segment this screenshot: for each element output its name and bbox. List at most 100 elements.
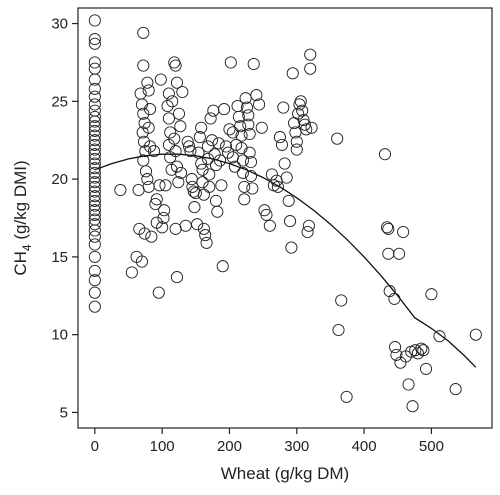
data-point (212, 137, 225, 150)
y-tick-label: 10 (51, 327, 68, 344)
data-point (153, 179, 166, 192)
fit-curve-layer (94, 153, 477, 368)
data-point (242, 109, 255, 122)
data-point (137, 59, 150, 72)
plot-frame (77, 7, 493, 429)
data-point (88, 37, 101, 50)
data-point (162, 112, 175, 125)
data-point (242, 118, 255, 131)
data-point (216, 260, 229, 273)
data-point (148, 145, 161, 158)
data-point (88, 138, 101, 151)
y-axis-title-subscript: 4 (20, 244, 34, 251)
data-point (238, 193, 251, 206)
data-point (201, 140, 214, 153)
data-point (417, 344, 430, 357)
data-point (145, 230, 158, 243)
data-point (169, 59, 182, 72)
data-point (260, 208, 273, 221)
data-point (246, 182, 259, 195)
data-point (224, 56, 237, 69)
data-point (297, 113, 310, 127)
data-point (179, 219, 192, 232)
data-point (215, 179, 228, 192)
data-point (114, 183, 127, 197)
data-point (238, 180, 251, 193)
data-point (250, 89, 263, 102)
data-point (88, 152, 101, 165)
data-points-layer (88, 14, 482, 413)
data-point (137, 107, 150, 120)
data-point (88, 148, 101, 161)
data-point (88, 110, 101, 123)
data-point (88, 124, 101, 137)
data-point (331, 132, 344, 145)
data-point (283, 215, 297, 228)
data-point (88, 250, 101, 263)
data-point (88, 208, 101, 221)
data-point (203, 168, 216, 181)
data-point (280, 171, 293, 184)
data-point (154, 73, 167, 86)
data-point (282, 194, 295, 207)
data-point (88, 204, 101, 217)
y-tick-label: 30 (51, 16, 68, 33)
data-point (170, 76, 184, 89)
data-point (228, 160, 241, 173)
data-point (139, 145, 152, 158)
data-point (88, 300, 101, 313)
data-point (143, 140, 157, 153)
data-point (88, 56, 101, 69)
data-point (222, 146, 235, 159)
data-point (207, 104, 220, 117)
data-point (197, 222, 210, 235)
data-point (378, 148, 392, 161)
data-point (296, 104, 309, 117)
data-point (406, 400, 419, 413)
data-point (277, 101, 290, 114)
data-point (301, 225, 314, 239)
data-point (397, 225, 410, 239)
data-point (88, 115, 101, 128)
data-point (213, 154, 227, 167)
x-axis-ticks: 0 100 200 300 400 500 (91, 428, 444, 455)
data-point (136, 126, 149, 139)
data-point (285, 241, 298, 254)
data-point (132, 183, 145, 197)
fit-curve (94, 153, 477, 368)
data-point (209, 159, 223, 172)
y-axis-title-rest: (g/kg DMI) (11, 160, 30, 244)
data-point (88, 238, 101, 251)
data-point (88, 134, 101, 147)
data-point (88, 33, 101, 46)
data-point (142, 121, 155, 134)
data-point (176, 85, 189, 99)
data-point (170, 271, 184, 284)
data-point (390, 348, 403, 361)
data-point (88, 157, 101, 170)
data-point (302, 219, 315, 232)
data-point (172, 176, 185, 189)
data-point (298, 118, 311, 131)
data-point (218, 103, 231, 116)
data-point (271, 180, 284, 193)
data-point (174, 120, 187, 133)
data-point (88, 274, 101, 287)
data-point (247, 57, 260, 71)
data-point (263, 219, 276, 232)
data-point (183, 140, 196, 153)
data-point (211, 205, 224, 218)
data-point (380, 221, 394, 234)
data-point (235, 129, 248, 142)
data-point (88, 62, 101, 75)
data-point (388, 292, 401, 305)
data-point (88, 264, 101, 277)
x-tick-label: 200 (217, 438, 242, 455)
data-point (162, 87, 175, 100)
data-point (184, 145, 197, 158)
data-point (88, 98, 101, 111)
data-point (300, 123, 313, 136)
data-point (382, 247, 395, 260)
data-point (88, 162, 101, 175)
